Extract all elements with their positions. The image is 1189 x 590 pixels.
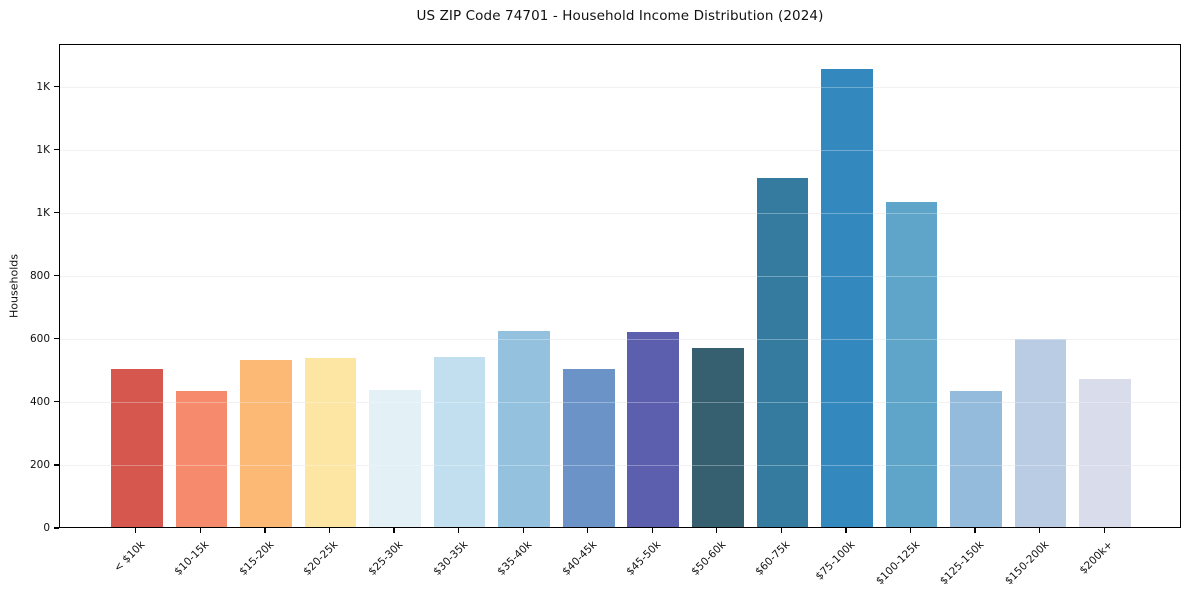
- gridline: [60, 276, 1180, 278]
- bar-6: [433, 357, 486, 527]
- x-axis-tick-mark: [393, 528, 395, 533]
- x-axis-tick-mark: [909, 528, 912, 533]
- y-tick-label: 1K: [36, 206, 50, 219]
- x-tick-label: $200k+: [1077, 538, 1116, 577]
- y-tick-label: 200: [29, 458, 50, 471]
- y-axis-label: Households: [7, 254, 21, 318]
- x-axis-tick-mark: [780, 528, 782, 533]
- y-axis-tick-mark: [54, 149, 59, 151]
- bar-12: [821, 68, 873, 527]
- x-axis-tick-mark: [651, 528, 653, 533]
- bar-5: [369, 389, 421, 527]
- bar-3: [240, 360, 292, 527]
- x-axis-tick-mark: [716, 528, 718, 533]
- bar-14: [950, 391, 1002, 527]
- y-axis-tick-mark: [54, 275, 59, 277]
- bar-16: [1079, 378, 1131, 527]
- gridline: [60, 87, 1180, 89]
- x-tick-label: $45-50k: [624, 538, 664, 578]
- y-axis-tick-mark: [54, 338, 59, 340]
- bar-11: [756, 178, 809, 527]
- x-tick-label: $50-60k: [688, 538, 729, 578]
- gridline: [60, 402, 1180, 404]
- gridline: [60, 213, 1180, 215]
- y-axis-tick-mark: [54, 401, 59, 403]
- bar-1: [111, 369, 163, 527]
- y-axis-tick-mark: [54, 212, 59, 214]
- bar-7: [498, 330, 550, 527]
- x-tick-label: $25-30k: [366, 538, 406, 578]
- y-axis-tick-mark: [54, 527, 59, 529]
- y-tick-label: 800: [29, 269, 50, 282]
- bar-9: [627, 331, 680, 527]
- x-tick-label: $125-150k: [937, 538, 987, 588]
- y-axis-tick-mark: [54, 464, 59, 466]
- x-tick-label: $15-20k: [237, 538, 277, 578]
- x-axis-tick-mark: [264, 528, 266, 533]
- x-tick-label: $30-35k: [430, 538, 470, 578]
- bar-15: [1014, 339, 1067, 527]
- y-tick-label: 1K: [36, 80, 50, 93]
- x-tick-label: $60-75k: [753, 538, 793, 578]
- x-axis-tick-mark: [199, 528, 201, 533]
- gridline: [60, 339, 1180, 341]
- y-tick-label: 0: [43, 522, 50, 534]
- x-axis-tick-mark: [587, 528, 589, 533]
- x-axis-tick-mark: [1039, 528, 1041, 533]
- y-tick-label: 400: [29, 395, 50, 408]
- gridline-layer: [60, 45, 1180, 527]
- x-axis-tick-mark: [1103, 528, 1105, 533]
- y-tick-label: 1K: [36, 143, 50, 156]
- x-axis-tick-mark: [845, 528, 847, 533]
- bars-layer: [60, 45, 1180, 527]
- x-axis-tick-mark: [135, 528, 137, 533]
- x-axis-tick-mark: [974, 528, 976, 533]
- bar-13: [885, 202, 938, 527]
- y-axis-tick-mark: [54, 85, 59, 88]
- bar-2: [175, 391, 228, 527]
- y-tick-label: 600: [29, 332, 50, 345]
- bar-8: [562, 369, 615, 527]
- plot-area: [59, 44, 1181, 528]
- chart-title: US ZIP Code 74701 - Household Income Dis…: [416, 8, 824, 24]
- x-tick-label: $150-200k: [1002, 538, 1051, 588]
- gridline: [60, 150, 1180, 152]
- x-axis-tick-mark: [522, 528, 524, 533]
- x-tick-label: $35-40k: [495, 538, 535, 578]
- gridline: [60, 465, 1180, 467]
- x-tick-label: < $10k: [111, 538, 148, 575]
- bar-10: [692, 347, 744, 527]
- bar-4: [304, 358, 357, 527]
- x-tick-label: $10-15k: [172, 538, 212, 578]
- x-tick-label: $75-100k: [813, 538, 858, 583]
- x-axis-tick-mark: [328, 528, 331, 533]
- x-tick-label: $100-125k: [873, 538, 922, 588]
- x-tick-label: $20-25k: [301, 538, 341, 578]
- x-axis-tick-mark: [458, 528, 460, 533]
- x-tick-label: $40-45k: [559, 538, 599, 578]
